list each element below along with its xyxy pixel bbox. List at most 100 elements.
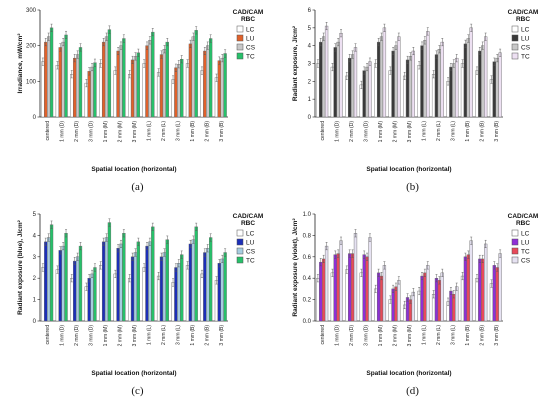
bar-lc [475,277,479,322]
error-bar [200,269,203,278]
error-bar [426,27,429,36]
error-bar [102,38,105,47]
error-bar [449,63,452,72]
y-tick-label: 0 [308,115,312,121]
error-bar [200,66,203,75]
bar-cs [220,57,224,118]
y-tick-label: 6 [308,8,312,14]
error-bar [340,29,343,38]
x-tick-label: 1 mm (L) [146,325,152,345]
error-bar [499,249,502,258]
bar-cs [322,36,326,118]
x-tick-label: 2 mm (L) [436,121,442,141]
bar-cs [469,240,473,322]
error-bar [105,32,108,41]
error-bar [65,30,68,39]
error-bar [449,287,452,296]
bar-lc [171,79,175,118]
error-bar [322,254,325,263]
bar-tc [466,254,470,322]
error-bar [368,233,371,242]
bar-tc [223,252,227,322]
bar-tc [437,280,442,322]
error-bar [389,66,392,75]
bar-cs [336,41,340,118]
error-bar [91,269,94,278]
error-bar [423,268,426,277]
bar-lc [359,272,363,322]
x-tick-label: 3 mm (D) [89,121,95,142]
error-bar [134,248,137,257]
error-bar [50,23,53,32]
bar-tc [423,272,427,322]
error-bar [441,38,444,47]
x-tick-label: 3 mm (B) [219,325,225,346]
error-bar [452,290,455,299]
x-tick-label: 3 mm (M) [132,121,138,143]
bar-cs [455,286,459,322]
x-tick-label: 1 mm (L) [421,325,427,345]
error-bar [447,77,450,86]
error-bar [403,72,406,80]
bar-lc [99,265,103,322]
x-tick-label: 3 mm (L) [175,325,181,345]
bar-cs [191,239,195,322]
bar-lu [145,245,149,322]
error-bar [363,250,366,259]
bar-tc [64,233,68,322]
bar-cs [466,38,470,118]
error-bar [461,59,464,68]
bar-cs [133,56,138,118]
error-bar [490,75,493,84]
error-bar [337,249,340,258]
error-bar [354,229,357,238]
error-bar [435,50,438,59]
bar-tc [481,258,485,322]
error-bar [368,57,371,66]
bar-cs [408,56,413,118]
bar-lc [185,63,190,118]
bar-lu [203,50,207,118]
y-tick-label: 2 [308,79,312,85]
x-axis-label: Spatial location (horizontal) [91,370,176,377]
bar-cs [47,36,51,118]
error-bar [44,38,47,47]
bar-cs [440,272,444,322]
bar-cs [148,241,152,322]
error-bar [122,229,125,238]
error-bar [119,41,122,50]
y-axis-label: Radiant exposure, J/cm² [292,25,299,101]
error-bar [478,254,481,263]
error-bar [461,272,464,281]
bar-lu [405,59,410,118]
error-bar [163,248,166,257]
x-tick-label: 1 mm (D) [60,121,66,142]
x-tick-label: 2 mm (L) [436,325,442,345]
bar-cs [411,291,415,322]
error-bar [134,52,137,61]
error-bar [380,32,383,41]
bar-tc [452,294,456,322]
bar-lc [316,277,320,322]
bar-lu [44,241,48,322]
bar-tc [180,254,184,322]
bar-tc [122,233,126,322]
error-bar [146,41,149,50]
x-tick-label: 1 mm (M) [103,121,109,143]
bar-tc [136,241,140,322]
error-bar [455,282,458,291]
error-bar [438,276,441,285]
error-bar [180,250,183,259]
error-bar [218,56,221,65]
bar-lu [145,45,149,118]
error-bar [79,242,82,251]
error-bar [47,32,50,41]
error-bar [334,250,337,259]
y-tick-label: 0 [33,115,37,121]
bar-tc [455,57,459,118]
legend-title: CAD/CAM [233,9,264,16]
bar-lc [142,63,146,118]
legend-title: CAD/CAM [508,213,539,220]
bar-tc [93,62,97,118]
bar-lu [434,54,439,118]
